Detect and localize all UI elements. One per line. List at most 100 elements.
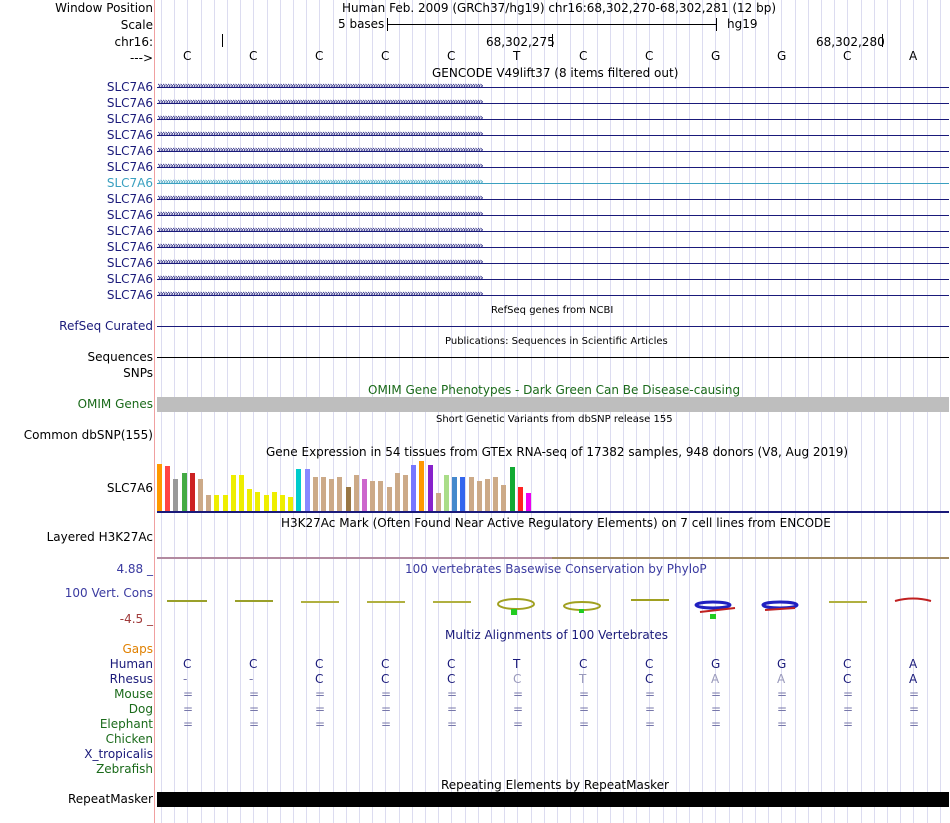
omim-label[interactable]: OMIM Genes — [77, 397, 153, 411]
gtex-tissue-bar[interactable] — [239, 475, 244, 511]
gtex-tissue-bar[interactable] — [452, 477, 458, 511]
gtex-tissue-bar[interactable] — [288, 497, 294, 511]
gtex-tissue-bar[interactable] — [304, 469, 310, 511]
gtex-tissue-bar[interactable] — [509, 467, 515, 511]
gtex-tissue-bar[interactable] — [173, 479, 179, 511]
gtex-tissue-bar[interactable] — [411, 465, 417, 511]
repeatmasker-title[interactable]: Repeating Elements by RepeatMasker — [441, 778, 669, 792]
gencode-gene-label[interactable]: SLC7A6 — [106, 272, 153, 286]
multiz-species-label[interactable]: Rhesus — [109, 672, 153, 686]
publications-title[interactable]: Publications: Sequences in Scientific Ar… — [445, 336, 668, 347]
multiz-title[interactable]: Multiz Alignments of 100 Vertebrates — [445, 628, 669, 642]
gtex-tissue-bar[interactable] — [353, 475, 359, 511]
gtex-title[interactable]: Gene Expression in 54 tissues from GTEx … — [266, 445, 849, 459]
phylop-title[interactable]: 100 vertebrates Basewise Conservation by… — [405, 562, 707, 576]
gtex-tissue-bar[interactable] — [444, 475, 449, 511]
gtex-tissue-bar[interactable] — [526, 493, 531, 511]
gtex-tissue-bar[interactable] — [263, 495, 269, 511]
gtex-tissue-bar[interactable] — [296, 469, 302, 511]
gtex-tissue-bar[interactable] — [337, 477, 343, 511]
gtex-tissue-bar[interactable] — [345, 487, 351, 511]
omim-title[interactable]: OMIM Gene Phenotypes - Dark Green Can Be… — [368, 383, 741, 397]
gencode-transcript-line[interactable] — [157, 231, 949, 232]
gtex-tissue-bar[interactable] — [419, 461, 425, 511]
refseq-title[interactable]: RefSeq genes from NCBI — [491, 305, 614, 316]
gtex-tissue-bar[interactable] — [280, 495, 285, 511]
gencode-gene-label[interactable]: SLC7A6 — [106, 208, 153, 222]
gencode-gene-label[interactable]: SLC7A6 — [106, 144, 153, 158]
gtex-tissue-bar[interactable] — [206, 495, 212, 511]
dbsnp-title[interactable]: Short Genetic Variants from dbSNP releas… — [436, 414, 673, 425]
gencode-gene-label[interactable]: SLC7A6 — [106, 128, 153, 142]
gencode-transcript-line[interactable] — [157, 135, 949, 136]
gencode-title[interactable]: GENCODE V49lift37 (8 items filtered out) — [432, 66, 679, 80]
gencode-gene-label[interactable]: SLC7A6 — [106, 160, 153, 174]
gtex-tissue-bar[interactable] — [157, 464, 162, 511]
gtex-tissue-bar[interactable] — [427, 465, 433, 511]
publications-feature-line[interactable] — [157, 357, 949, 358]
gtex-tissue-bar[interactable] — [386, 487, 392, 511]
gtex-tissue-bar[interactable] — [321, 477, 326, 511]
gtex-tissue-bar[interactable] — [189, 473, 195, 511]
gtex-tissue-bar[interactable] — [362, 479, 367, 511]
gtex-tissue-bar[interactable] — [271, 492, 277, 511]
gencode-gene-label[interactable]: SLC7A6 — [106, 240, 153, 254]
phylop-label[interactable]: 100 Vert. Cons — [64, 586, 153, 600]
gtex-tissue-bar[interactable] — [435, 493, 441, 511]
gtex-tissue-bar[interactable] — [222, 495, 228, 511]
gencode-gene-label[interactable]: SLC7A6 — [106, 256, 153, 270]
gtex-tissue-bar[interactable] — [403, 475, 408, 511]
gtex-tissue-bar[interactable] — [517, 487, 523, 511]
repeatmasker-feature-bar[interactable] — [157, 792, 949, 807]
gtex-tissue-bar[interactable] — [165, 466, 171, 511]
gtex-tissue-bar[interactable] — [247, 489, 253, 511]
multiz-species-label[interactable]: Human — [109, 657, 153, 671]
gtex-tissue-bar[interactable] — [485, 479, 490, 511]
gencode-transcript-line[interactable] — [157, 167, 949, 168]
h3k27ac-label[interactable]: Layered H3K27Ac — [46, 530, 153, 544]
gencode-transcript-line[interactable] — [157, 263, 949, 264]
multiz-species-label[interactable]: X_tropicalis — [84, 747, 153, 761]
gtex-tissue-bar[interactable] — [476, 481, 482, 511]
gencode-transcript-line[interactable] — [157, 247, 949, 248]
multiz-species-label[interactable]: Elephant — [99, 717, 153, 731]
refseq-feature-line[interactable] — [157, 326, 949, 327]
multiz-gaps-label[interactable]: Gaps — [122, 642, 153, 656]
gencode-transcript-line[interactable] — [157, 215, 949, 216]
gtex-label[interactable]: SLC7A6 — [106, 481, 153, 495]
gencode-gene-label[interactable]: SLC7A6 — [106, 112, 153, 126]
omim-feature-bar[interactable] — [157, 397, 949, 412]
gencode-transcript-line[interactable] — [157, 183, 949, 184]
gencode-transcript-line[interactable] — [157, 279, 949, 280]
gencode-transcript-line[interactable] — [157, 199, 949, 200]
snps-label[interactable]: SNPs — [123, 366, 153, 380]
gencode-gene-label[interactable]: SLC7A6 — [106, 176, 153, 190]
gtex-tissue-bar[interactable] — [493, 477, 499, 511]
gtex-tissue-bar[interactable] — [460, 477, 466, 511]
gtex-tissue-bar[interactable] — [329, 479, 335, 511]
gencode-transcript-line[interactable] — [157, 87, 949, 88]
gencode-gene-label[interactable]: SLC7A6 — [106, 80, 153, 94]
multiz-species-label[interactable]: Zebrafish — [96, 762, 153, 776]
gencode-transcript-line[interactable] — [157, 119, 949, 120]
multiz-species-label[interactable]: Chicken — [105, 732, 153, 746]
gtex-tissue-bar[interactable] — [378, 481, 384, 511]
publications-label[interactable]: Sequences — [87, 350, 153, 364]
gtex-tissue-bar[interactable] — [214, 495, 220, 511]
dbsnp-label[interactable]: Common dbSNP(155) — [23, 428, 153, 442]
gencode-transcript-line[interactable] — [157, 295, 949, 296]
gencode-gene-label[interactable]: SLC7A6 — [106, 192, 153, 206]
multiz-species-label[interactable]: Mouse — [114, 687, 153, 701]
gtex-tissue-bar[interactable] — [198, 479, 203, 511]
gencode-transcript-line[interactable] — [157, 151, 949, 152]
gtex-tissue-bar[interactable] — [312, 477, 318, 511]
gtex-tissue-bar[interactable] — [181, 473, 187, 511]
repeatmasker-label[interactable]: RepeatMasker — [67, 792, 153, 806]
gencode-transcript-line[interactable] — [157, 103, 949, 104]
gtex-tissue-bar[interactable] — [394, 473, 400, 511]
gtex-tissue-bar[interactable] — [501, 485, 507, 511]
gtex-tissue-bar[interactable] — [468, 477, 474, 511]
gencode-gene-label[interactable]: SLC7A6 — [106, 288, 153, 302]
h3k27ac-title[interactable]: H3K27Ac Mark (Often Found Near Active Re… — [281, 516, 831, 530]
gtex-tissue-bar[interactable] — [255, 492, 261, 511]
